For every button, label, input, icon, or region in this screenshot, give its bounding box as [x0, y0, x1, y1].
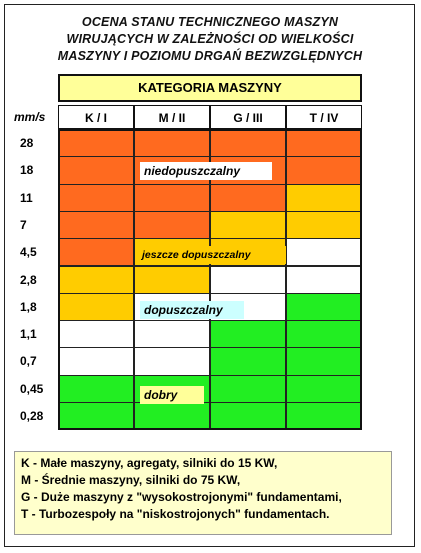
- legend-item-m: M - Średnie maszyny, silniki do 75 KW,: [21, 473, 241, 487]
- zone-label-niedopuszczalny: niedopuszczalny: [140, 162, 272, 180]
- title-line-3: MASZYNY I POZIOMU DRGAŃ BEZWZGLĘDNYCH: [57, 49, 363, 63]
- row-label: 28: [20, 136, 34, 150]
- grid-cell: [286, 347, 362, 376]
- unit-label: mm/s: [14, 110, 46, 124]
- legend-item-k: K - Małe maszyny, agregaty, silniki do 1…: [21, 456, 278, 470]
- grid-cell: [210, 183, 286, 212]
- row-label: 4,5: [20, 245, 37, 260]
- grid-cell: [58, 402, 134, 431]
- row-label: 0,7: [20, 354, 37, 369]
- row-label: 7: [20, 217, 27, 232]
- grid-cell: [286, 156, 362, 185]
- zone-label-jeszcze-dopuszczalny: jeszcze dopuszczalny: [138, 246, 286, 264]
- grid-cell: [134, 265, 210, 294]
- row-label: 1,1: [20, 327, 37, 342]
- zone-label-dopuszczalny: dopuszczalny: [140, 301, 244, 319]
- title-line-2: WIRUJĄCYCH W ZALEŻNOŚCI OD WIELKOŚCI: [66, 32, 354, 46]
- zone-label-dobry: dobry: [140, 386, 204, 404]
- column-header-4: T / IV: [286, 105, 362, 129]
- legend-box: K - Małe maszyny, agregaty, silniki do 1…: [14, 451, 392, 535]
- grid-cell: [58, 347, 134, 376]
- grid-cell: [286, 210, 362, 240]
- legend-item-t: T - Turbozespoły na "niskostrojonych" fu…: [21, 507, 330, 521]
- row-label: 1,8: [20, 299, 37, 314]
- column-header-2: M / II: [134, 105, 210, 129]
- grid-cell: [58, 238, 134, 267]
- figure-frame: [4, 4, 415, 547]
- column-header-3: G / III: [210, 105, 286, 129]
- grid-cell: [58, 265, 134, 294]
- title-line-1: OCENA STANU TECHNICZNEGO MASZYN: [81, 15, 339, 29]
- column-header-1: K / I: [58, 105, 134, 129]
- row-label: 11: [20, 190, 33, 205]
- legend-item-g: G - Duże maszyny z "wysokostrojonymi" fu…: [21, 490, 342, 504]
- grid-border: [58, 129, 362, 431]
- grid-cell: [210, 210, 286, 240]
- grid-cell: [210, 374, 286, 403]
- grid-cell: [58, 156, 134, 185]
- grid-cell: [210, 265, 286, 294]
- row-label: 18: [20, 163, 34, 178]
- row-label: 0,28: [20, 409, 44, 423]
- row-label: 2,8: [20, 272, 37, 287]
- row-label: 0,45: [20, 381, 44, 396]
- grid-cell: [58, 374, 134, 403]
- category-header: KATEGORIA MASZYNY: [58, 74, 362, 102]
- grid-cell: [210, 320, 286, 349]
- figure-title: OCENA STANU TECHNICZNEGO MASZYN WIRUJĄCY…: [30, 14, 390, 65]
